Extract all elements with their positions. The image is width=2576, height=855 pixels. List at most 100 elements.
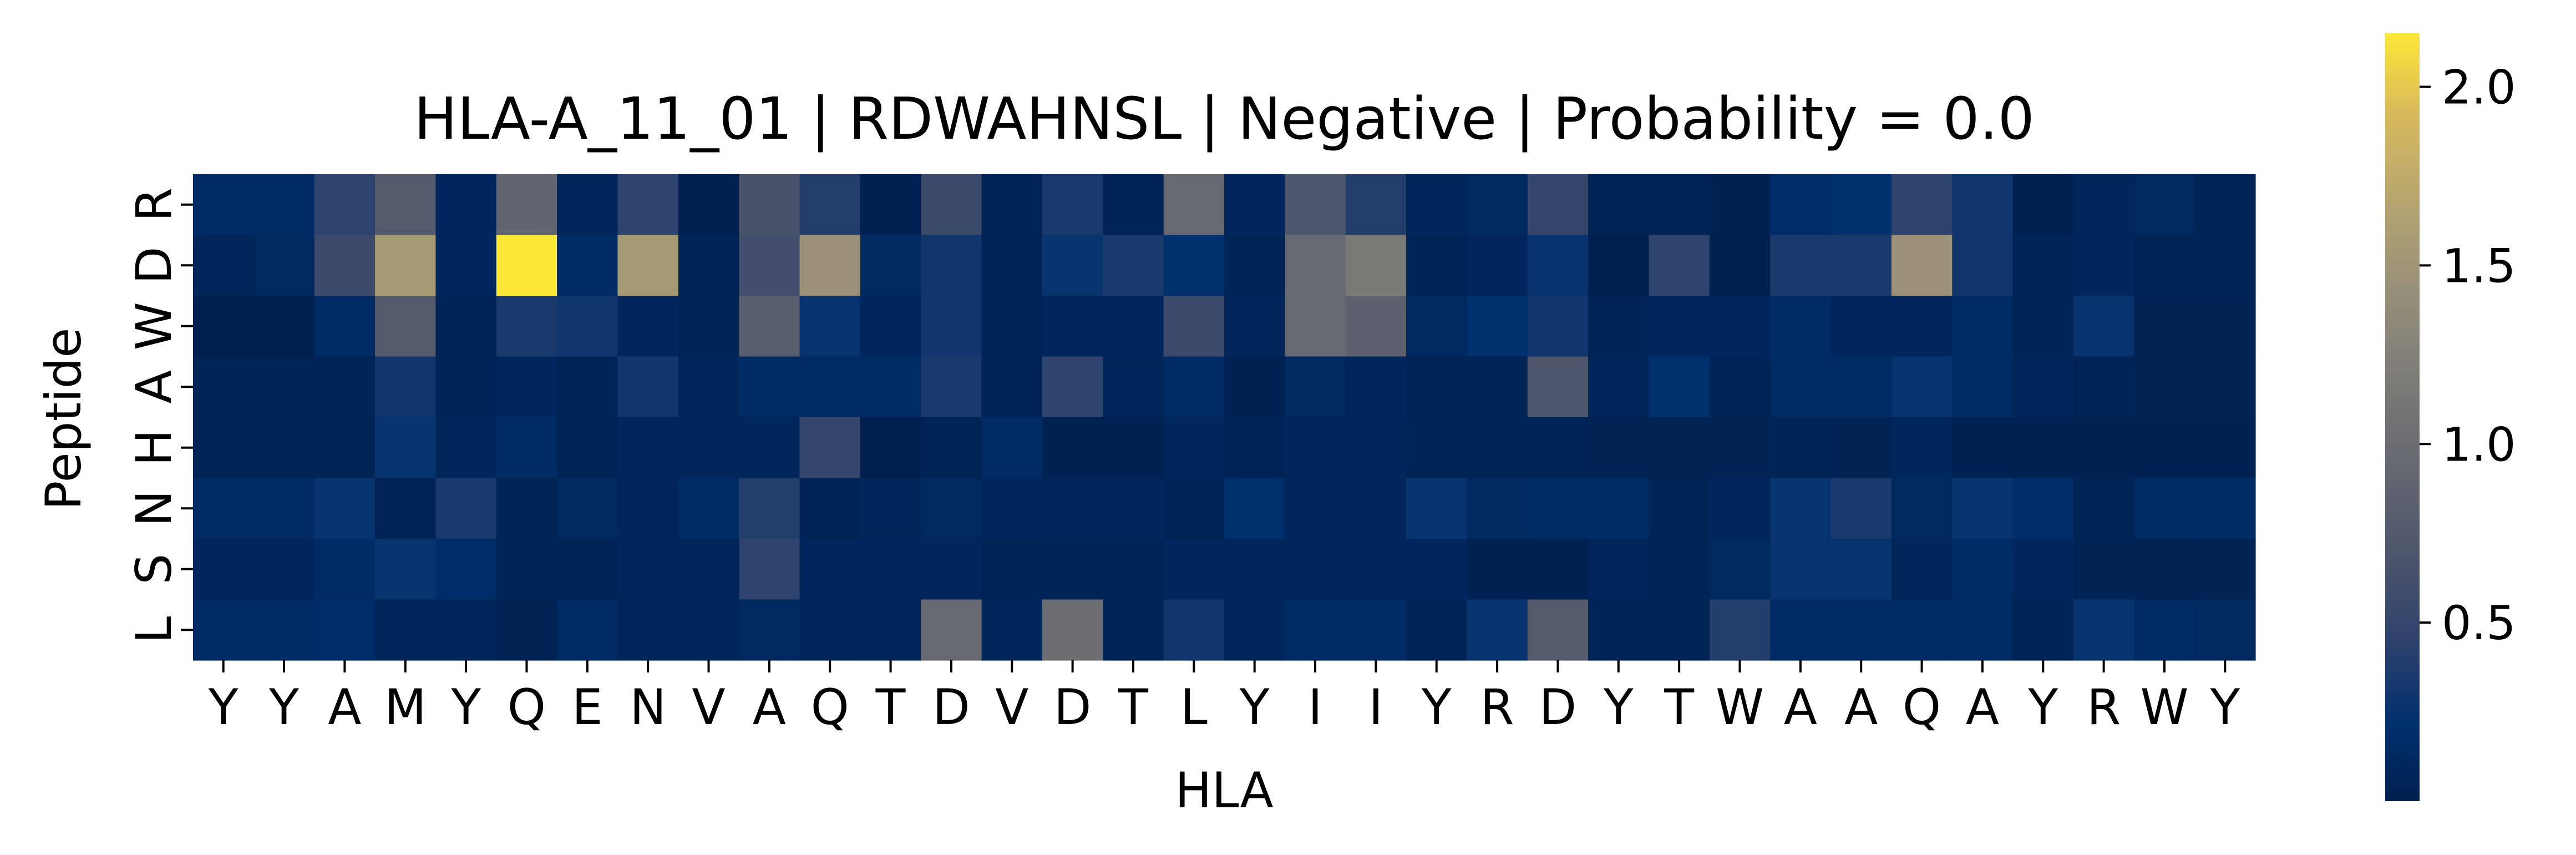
heatmap-cell bbox=[1285, 174, 1346, 236]
heatmap-cell bbox=[1406, 356, 1468, 418]
heatmap-cell bbox=[981, 478, 1043, 539]
heatmap-cell bbox=[799, 478, 861, 539]
heatmap-cell bbox=[1224, 356, 1285, 418]
heatmap-cell bbox=[193, 356, 254, 418]
heatmap-cell bbox=[2012, 417, 2074, 479]
heatmap-cell bbox=[1285, 478, 1346, 539]
heatmap-cell bbox=[1224, 296, 1285, 357]
heatmap-cell bbox=[314, 478, 376, 539]
heatmap-cell bbox=[1042, 356, 1103, 418]
heatmap-cell bbox=[1770, 296, 1832, 357]
heatmap-cell bbox=[1406, 417, 1468, 479]
heatmap-cell bbox=[981, 296, 1043, 357]
heatmap-cell bbox=[678, 174, 739, 236]
heatmap-cell bbox=[739, 539, 800, 600]
y-tick-label: D bbox=[125, 246, 182, 284]
heatmap-cell bbox=[2134, 417, 2195, 479]
heatmap-cell bbox=[557, 417, 618, 479]
heatmap-cell bbox=[1891, 417, 1953, 479]
heatmap-cell bbox=[1830, 296, 1892, 357]
heatmap-cell bbox=[193, 478, 254, 539]
x-tick-label: Y bbox=[1421, 679, 1452, 736]
heatmap-cell bbox=[617, 417, 679, 479]
heatmap-cell bbox=[1830, 478, 1892, 539]
heatmap-cell bbox=[1224, 417, 1285, 479]
heatmap-cell bbox=[496, 296, 557, 357]
heatmap-cell bbox=[678, 417, 739, 479]
heatmap-cell bbox=[2012, 539, 2074, 600]
heatmap-cell bbox=[1224, 599, 1285, 661]
heatmap-cell bbox=[253, 417, 315, 479]
heatmap-cell bbox=[1345, 417, 1407, 479]
heatmap-cell bbox=[314, 417, 376, 479]
x-tick-label: W bbox=[1716, 679, 1764, 736]
heatmap-cell bbox=[617, 235, 679, 296]
heatmap-cell bbox=[1709, 539, 1771, 600]
heatmap-cell bbox=[314, 356, 376, 418]
x-tick-label: I bbox=[1308, 679, 1322, 736]
heatmap-cell bbox=[1952, 174, 2014, 236]
heatmap-cell bbox=[435, 174, 497, 236]
x-tick-label: A bbox=[753, 679, 786, 736]
x-tick-label: L bbox=[1180, 679, 1208, 736]
heatmap-cell bbox=[1891, 235, 1953, 296]
x-tick-label: M bbox=[384, 679, 427, 736]
heatmap-cell bbox=[1285, 296, 1346, 357]
heatmap-cell bbox=[1285, 235, 1346, 296]
heatmap-cell bbox=[435, 235, 497, 296]
heatmap-cell bbox=[860, 296, 921, 357]
heatmap-cell bbox=[1406, 296, 1468, 357]
y-tick-label: W bbox=[125, 302, 182, 350]
heatmap-cell bbox=[1649, 174, 1710, 236]
colorbar bbox=[2385, 33, 2420, 801]
heatmap-cell bbox=[375, 235, 437, 296]
heatmap-cell bbox=[314, 539, 376, 600]
heatmap-cell bbox=[557, 539, 618, 600]
heatmap-cell bbox=[1588, 478, 1650, 539]
heatmap-cell bbox=[1588, 235, 1650, 296]
heatmap-cell bbox=[1588, 417, 1650, 479]
chart-title: HLA-A_11_01 | RDWAHNSL | Negative | Prob… bbox=[414, 85, 2035, 153]
colorbar-tick-label: 0.5 bbox=[2442, 596, 2516, 650]
heatmap-cell bbox=[2012, 235, 2074, 296]
heatmap-cell bbox=[2073, 235, 2134, 296]
heatmap-cell bbox=[1830, 174, 1892, 236]
heatmap-cell bbox=[496, 539, 557, 600]
heatmap-cell bbox=[1527, 235, 1589, 296]
y-tick-label: R bbox=[125, 188, 182, 221]
heatmap-cell bbox=[1770, 599, 1832, 661]
heatmap-cell bbox=[1467, 599, 1528, 661]
heatmap-cell bbox=[1345, 356, 1407, 418]
heatmap-cell bbox=[1588, 599, 1650, 661]
x-tick-label: A bbox=[328, 679, 361, 736]
heatmap-cell bbox=[1163, 356, 1225, 418]
x-tick-label: T bbox=[875, 679, 906, 736]
heatmap-cell bbox=[1649, 599, 1710, 661]
heatmap-cell bbox=[496, 356, 557, 418]
heatmap-cell bbox=[193, 296, 254, 357]
x-tick-label: E bbox=[572, 679, 603, 736]
heatmap-cell bbox=[739, 417, 800, 479]
heatmap-cell bbox=[496, 599, 557, 661]
heatmap-cell bbox=[557, 174, 618, 236]
heatmap-cell bbox=[2134, 235, 2195, 296]
heatmap-cell bbox=[1709, 296, 1771, 357]
heatmap-cell bbox=[799, 356, 861, 418]
heatmap-cell bbox=[617, 539, 679, 600]
heatmap-cell bbox=[1345, 235, 1407, 296]
heatmap-cell bbox=[1467, 174, 1528, 236]
x-tick-label: Q bbox=[1903, 679, 1941, 736]
heatmap-cell bbox=[375, 296, 437, 357]
heatmap-cell bbox=[1830, 417, 1892, 479]
heatmap-cell bbox=[799, 296, 861, 357]
heatmap-cell bbox=[1649, 296, 1710, 357]
heatmap-cell bbox=[1891, 296, 1953, 357]
heatmap-cell bbox=[860, 599, 921, 661]
heatmap-cell bbox=[1467, 539, 1528, 600]
heatmap-cell bbox=[1830, 356, 1892, 418]
heatmap-cell bbox=[193, 235, 254, 296]
heatmap-cell bbox=[253, 539, 315, 600]
heatmap-cell bbox=[1527, 174, 1589, 236]
